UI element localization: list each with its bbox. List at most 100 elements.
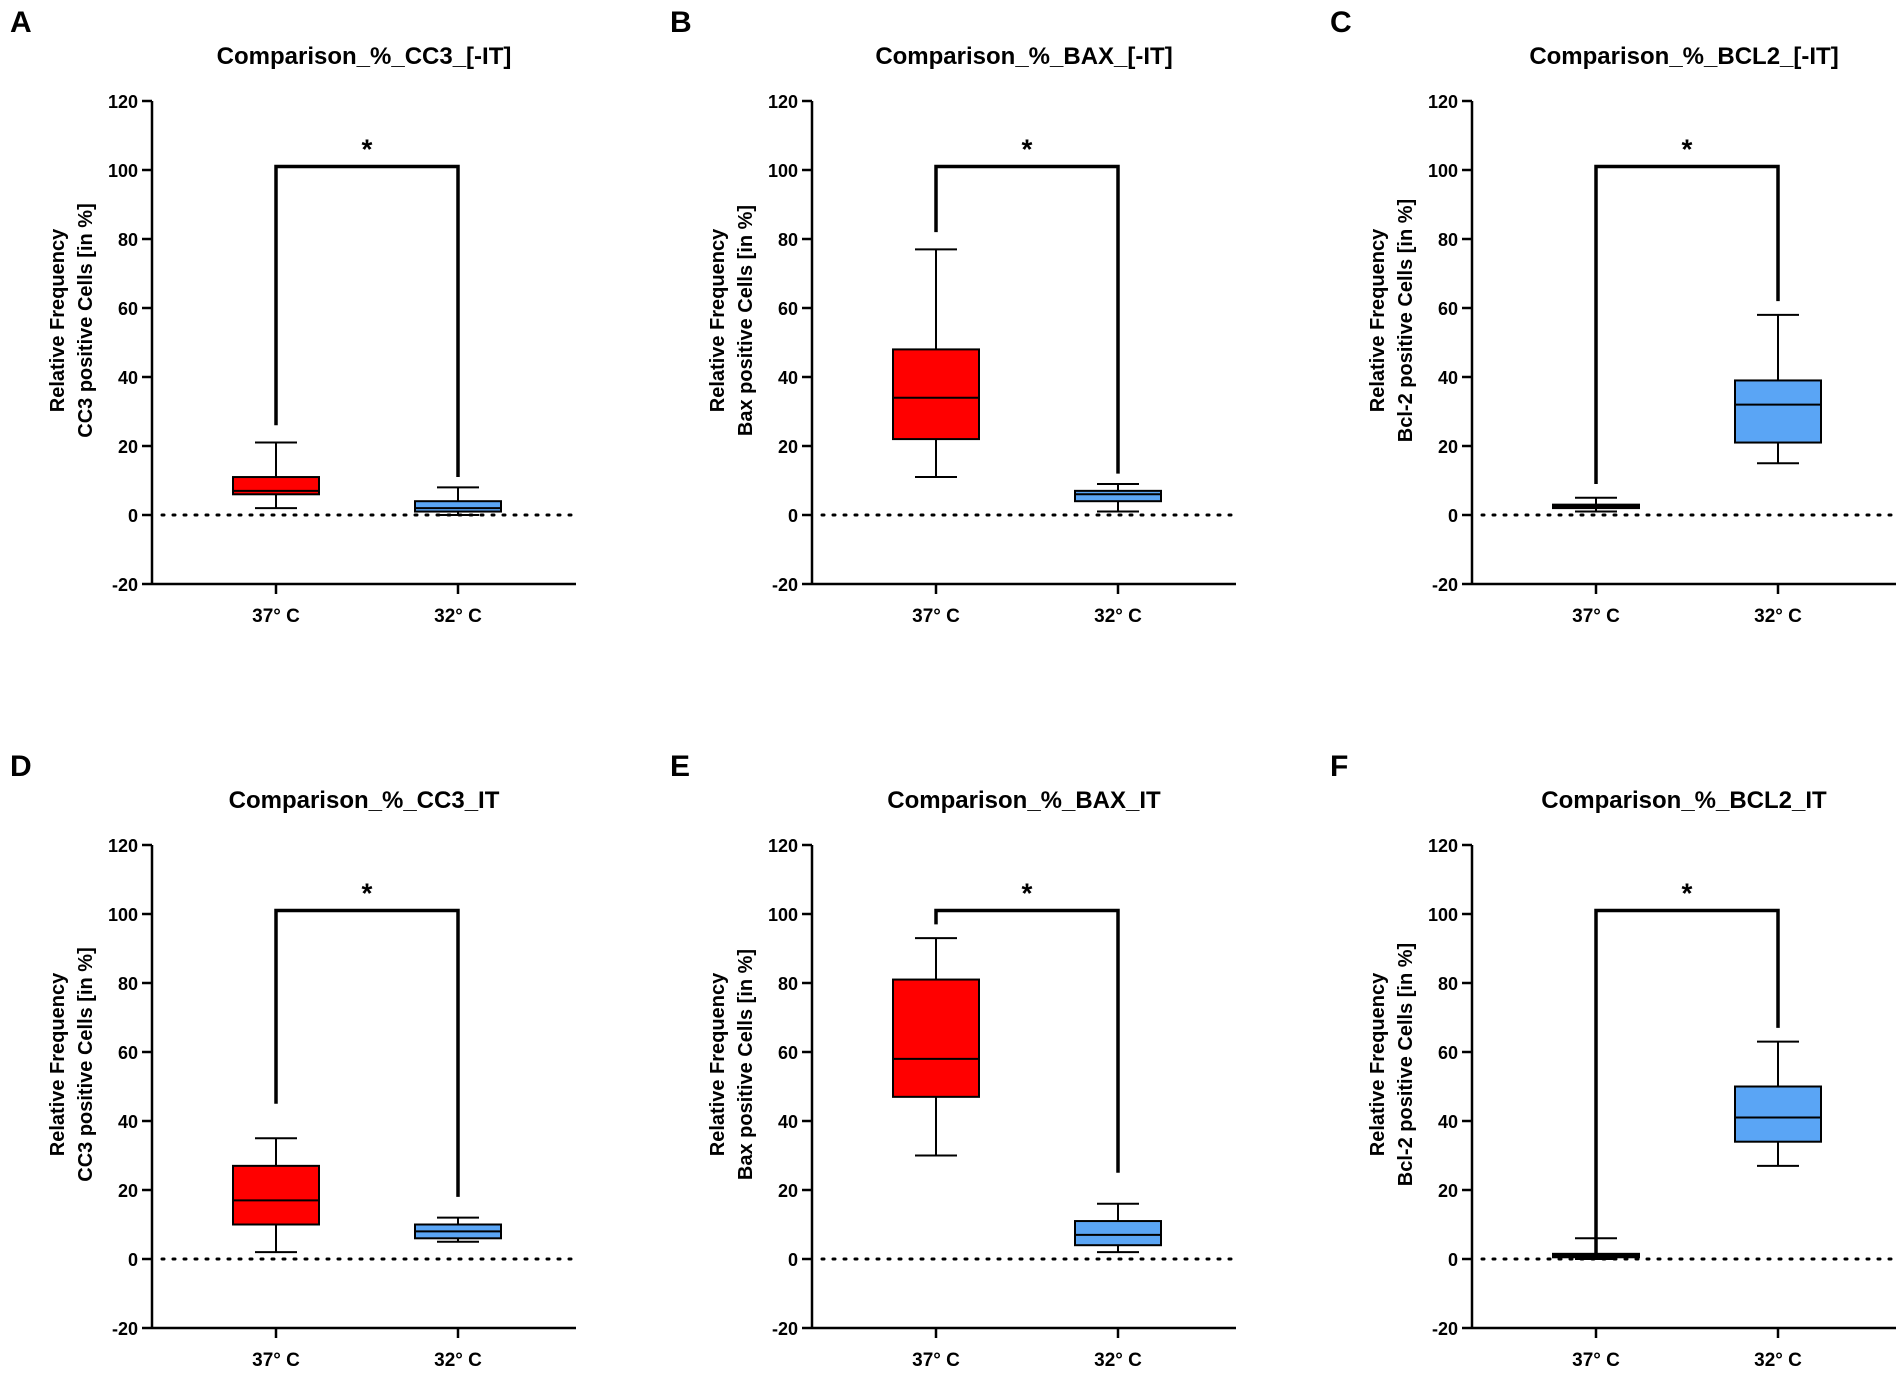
y-tick-label: 20 <box>778 437 798 457</box>
y-tick-label: 60 <box>778 299 798 319</box>
chart-e: Comparison_%_BAX_IT Relative Frequency Bax… <box>707 787 1238 1371</box>
panel-c: C Comparison_%_BCL2_[-IT] Relative Freque… <box>1320 0 1904 640</box>
chart-title: Comparison_%_BAX_[-IT] <box>875 43 1172 70</box>
y-tick-label: 0 <box>1448 506 1458 526</box>
y-axis-label: Relative Frequency <box>47 228 69 412</box>
iqr-box <box>1734 1085 1822 1143</box>
y-tick-label: -20 <box>112 1319 138 1339</box>
box-32c <box>1734 313 1822 465</box>
y-tick-label: 20 <box>778 1181 798 1201</box>
chart-a: Comparison_%_CC3_[-IT] Relative Frequency… <box>47 43 578 627</box>
y-tick-label: 60 <box>118 299 138 319</box>
x-tick-label: 37° C <box>252 1350 300 1371</box>
y-tick-label: 120 <box>1428 92 1458 112</box>
chart-title: Comparison_%_BAX_IT <box>887 787 1161 814</box>
significance-bracket <box>1594 164 1780 484</box>
chart-b: Comparison_%_BAX_[-IT] Relative Frequency… <box>707 43 1238 627</box>
significance-bracket <box>934 164 1120 474</box>
x-tick-label: 37° C <box>1572 1350 1620 1371</box>
y-axis-label: Relative Frequency <box>1367 228 1389 412</box>
significance-label: * <box>1022 134 1033 165</box>
y-axis-label: Bcl-2 positive Cells [in %] <box>1395 199 1417 442</box>
y-tick-label: 40 <box>1438 368 1458 388</box>
x-tick-label: 37° C <box>1572 606 1620 627</box>
y-tick-label: 40 <box>778 1112 798 1132</box>
x-tick-label: 32° C <box>434 1350 482 1371</box>
iqr-box <box>1074 489 1162 503</box>
x-tick-label: 32° C <box>1094 606 1142 627</box>
panel-f: F Comparison_%_BCL2_IT Relative Frequency… <box>1320 744 1904 1384</box>
box-32c <box>1074 482 1162 513</box>
y-tick-label: 100 <box>768 905 798 925</box>
box-37c <box>892 937 980 1157</box>
y-tick-label: 120 <box>768 92 798 112</box>
significance-label: * <box>1682 134 1693 165</box>
box-32c <box>414 486 502 516</box>
y-axis-label: Bcl-2 positive Cells [in %] <box>1395 943 1417 1186</box>
panel-letter: B <box>670 6 692 39</box>
y-tick-label: 20 <box>118 1181 138 1201</box>
y-axis-label: CC3 positive Cells [in %] <box>75 203 97 438</box>
y-tick-label: 60 <box>1438 299 1458 319</box>
significance-bracket <box>274 164 460 478</box>
x-tick-label: 32° C <box>1754 1350 1802 1371</box>
iqr-box <box>414 500 502 513</box>
y-tick-label: 0 <box>788 506 798 526</box>
y-tick-label: 80 <box>778 974 798 994</box>
y-tick-label: 40 <box>778 368 798 388</box>
significance-bracket <box>274 908 460 1197</box>
iqr-box <box>892 348 980 441</box>
box-32c <box>1074 1202 1162 1254</box>
y-tick-label: 120 <box>1428 836 1458 856</box>
chart-title: Comparison_%_BCL2_[-IT] <box>1529 43 1838 70</box>
panel-letter: C <box>1330 6 1352 39</box>
significance-bracket <box>934 908 1120 1173</box>
box-32c <box>414 1216 502 1243</box>
y-tick-label: 100 <box>108 161 138 181</box>
box-37c <box>892 248 980 479</box>
y-tick-label: -20 <box>1432 575 1458 595</box>
x-tick-label: 32° C <box>1094 1350 1142 1371</box>
significance-bracket <box>1594 908 1780 1259</box>
y-tick-label: 100 <box>1428 161 1458 181</box>
y-tick-label: 40 <box>118 368 138 388</box>
y-axis-label: Bax positive Cells [in %] <box>735 949 757 1180</box>
chart-title: Comparison_%_CC3_[-IT] <box>217 43 512 70</box>
y-tick-label: 120 <box>108 836 138 856</box>
y-tick-label: 100 <box>1428 905 1458 925</box>
y-tick-label: 120 <box>108 92 138 112</box>
iqr-box <box>1074 1220 1162 1247</box>
y-tick-label: 80 <box>1438 230 1458 250</box>
y-tick-label: -20 <box>1432 1319 1458 1339</box>
box-37c <box>1552 496 1640 513</box>
y-tick-label: 40 <box>1438 1112 1458 1132</box>
significance-label: * <box>1022 878 1033 909</box>
chart-title: Comparison_%_CC3_IT <box>229 787 500 814</box>
chart-d: Comparison_%_CC3_IT Relative Frequency CC3… <box>47 787 578 1371</box>
panel-d: D Comparison_%_CC3_IT Relative Frequency C… <box>0 744 620 1384</box>
significance-label: * <box>362 878 373 909</box>
chart-title: Comparison_%_BCL2_IT <box>1541 787 1827 814</box>
x-tick-label: 32° C <box>434 606 482 627</box>
iqr-box <box>232 1164 320 1226</box>
y-tick-label: 100 <box>108 905 138 925</box>
y-tick-label: 80 <box>778 230 798 250</box>
x-tick-label: 37° C <box>912 606 960 627</box>
box-37c <box>232 1137 320 1254</box>
y-tick-label: -20 <box>112 575 138 595</box>
panel-letter: D <box>10 750 32 783</box>
iqr-box <box>892 978 980 1098</box>
y-axis-label: CC3 positive Cells [in %] <box>75 947 97 1182</box>
y-tick-label: -20 <box>772 575 798 595</box>
panel-letter: F <box>1330 750 1349 783</box>
y-tick-label: 0 <box>128 1250 138 1270</box>
x-tick-label: 32° C <box>1754 606 1802 627</box>
x-tick-label: 37° C <box>252 606 300 627</box>
panel-b: B Comparison_%_BAX_[-IT] Relative Frequen… <box>660 0 1280 640</box>
panel-e: E Comparison_%_BAX_IT Relative Frequency B… <box>660 744 1280 1384</box>
y-tick-label: 0 <box>1448 1250 1458 1270</box>
box-32c <box>1734 1040 1822 1167</box>
chart-f: Comparison_%_BCL2_IT Relative Frequency Bc… <box>1367 787 1898 1371</box>
panel-a: A Comparison_%_CC3_[-IT] Relative Frequen… <box>0 0 620 640</box>
